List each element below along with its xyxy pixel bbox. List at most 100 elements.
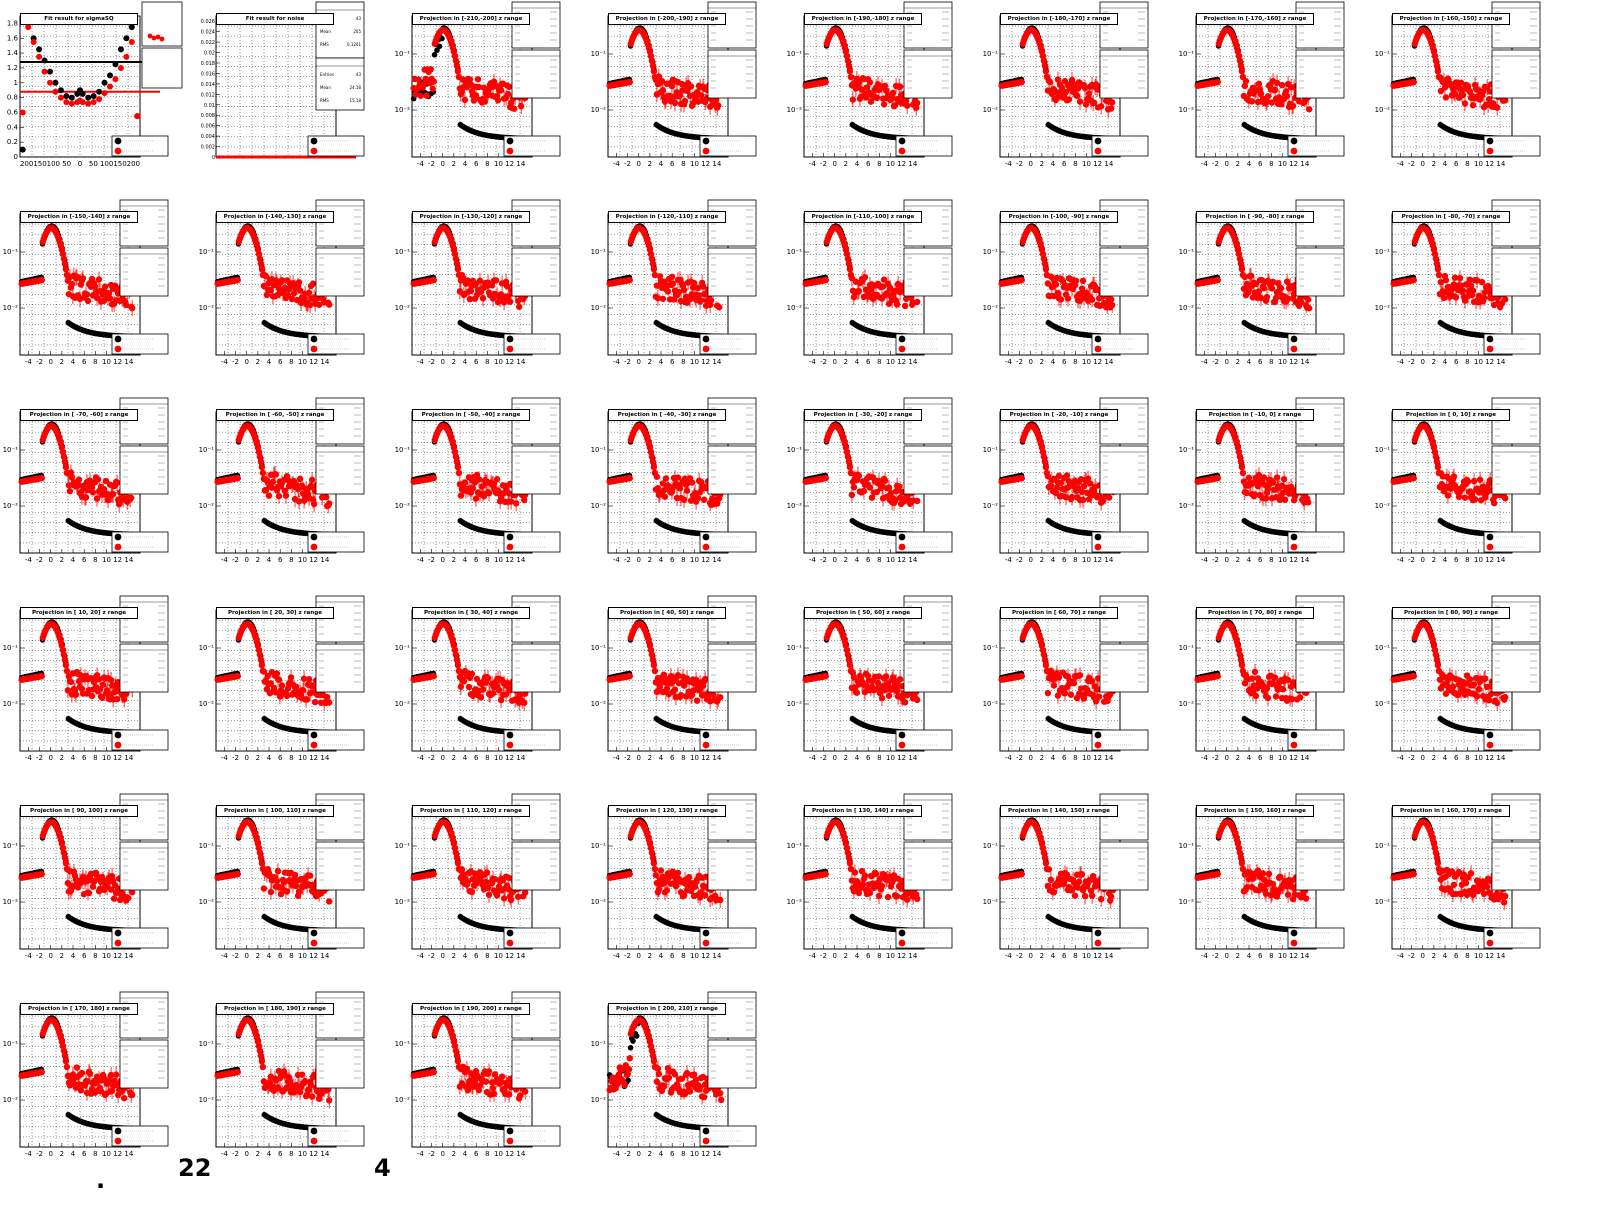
legend-marker-black: [506, 335, 514, 343]
x-tick-label: 6: [474, 160, 479, 168]
chart-panel: -4 -2 0 2 4 6 8 10 12 14 10⁻¹ 10⁻² Projection in [-2…: [395, 0, 592, 198]
stat-box: [315, 199, 365, 247]
data-point: [1018, 276, 1025, 284]
data-point: [94, 476, 102, 483]
data-point: [36, 46, 43, 53]
data-point: [1501, 97, 1509, 104]
legend-marker-red: [1094, 345, 1102, 353]
x-tick-label: 2: [844, 358, 848, 366]
stat-box: [1295, 397, 1345, 445]
x-tick-label: 4: [1443, 160, 1448, 168]
data-point: [307, 482, 315, 489]
legend-marker-red: [1290, 543, 1298, 551]
data-point: [63, 93, 70, 100]
data-point: [36, 53, 43, 60]
stat-box: [1295, 49, 1345, 99]
x-tick-label: 14: [1300, 556, 1309, 564]
data-point: [659, 295, 667, 302]
data-point: [106, 295, 114, 302]
legend-marker-black: [702, 335, 710, 343]
legend-marker-black: [898, 533, 906, 541]
x-tick-label: 4: [855, 160, 860, 168]
stat-box: [707, 1, 757, 49]
x-tick-label: 2: [1432, 358, 1436, 366]
series-red: [998, 224, 1117, 314]
data-point: [258, 265, 266, 273]
data-point: [1272, 294, 1280, 302]
y-tick-label: 10⁻²: [787, 304, 803, 312]
data-point: [240, 155, 244, 159]
x-tick-label: 14: [516, 160, 525, 168]
data-point: [38, 474, 45, 482]
data-point: [475, 83, 483, 91]
data-point: [893, 301, 901, 308]
x-tick-label: 0: [78, 160, 82, 168]
stat-box: [119, 445, 169, 495]
data-point: [520, 496, 528, 504]
y-tick-label: 1.2: [7, 64, 18, 72]
y-tick-label: 0.006: [201, 124, 215, 130]
stat-box: [707, 49, 757, 99]
data-point: [1469, 102, 1477, 109]
data-point: [866, 484, 874, 491]
stat-label: Entries: [320, 72, 334, 77]
y-tick-label: 10⁻¹: [787, 50, 803, 58]
x-tick-label: 4: [463, 556, 468, 564]
y-tick-label: 0.026: [201, 19, 215, 25]
data-point: [668, 273, 676, 281]
data-point: [1278, 81, 1286, 89]
y-tick-label: 10⁻²: [1375, 106, 1391, 114]
data-point: [112, 61, 119, 68]
data-point: [846, 67, 854, 75]
data-point: [273, 155, 277, 159]
data-point: [1065, 96, 1073, 103]
y-tick-label: 0: [14, 153, 18, 161]
stat-box: [1295, 199, 1345, 247]
data-point: [1260, 285, 1268, 292]
data-point: [1448, 286, 1456, 293]
x-tick-label: 12: [1485, 556, 1494, 564]
x-tick-label: 4: [267, 358, 272, 366]
data-point: [1238, 463, 1246, 471]
data-point: [38, 276, 45, 284]
data-point: [1041, 260, 1049, 267]
x-tick-label: -2: [1212, 556, 1219, 564]
x-tick-label: 6: [670, 358, 675, 366]
y-tick-label: 10⁻²: [591, 304, 607, 312]
data-point: [664, 288, 672, 295]
x-tick-label: 14: [1496, 358, 1505, 366]
x-tick-label: 0: [636, 358, 640, 366]
x-tick-label: 4: [1443, 358, 1448, 366]
legend-box: [307, 333, 365, 355]
legend-marker-black: [114, 533, 122, 541]
data-point: [846, 265, 854, 273]
x-tick-label: 2: [1040, 358, 1044, 366]
x-tick-label: 12: [113, 358, 122, 366]
data-point: [101, 79, 108, 86]
stat-box: [707, 199, 757, 247]
chart-panel: -4 -2 0 2 4 6 8 10 12 14 10⁻¹ 10⁻² Projection in [-1…: [1179, 0, 1376, 198]
data-point: [493, 476, 501, 483]
data-point: [30, 38, 37, 45]
data-point: [676, 485, 684, 492]
y-tick-label: 0.2: [7, 138, 18, 146]
data-point: [60, 453, 68, 460]
data-point: [494, 97, 502, 104]
x-tick-label: 8: [877, 556, 881, 564]
stat-box: [707, 445, 757, 495]
x-tick-label: 4: [659, 556, 664, 564]
x-tick-label: 14: [516, 358, 525, 366]
data-point: [913, 497, 921, 505]
data-point: [430, 78, 437, 85]
x-tick-label: 14: [908, 556, 917, 564]
x-tick-label: 14: [1104, 556, 1113, 564]
stat-value: 43: [356, 16, 362, 21]
stat-label: Mean: [320, 29, 331, 34]
data-point: [715, 304, 723, 311]
data-point: [1432, 255, 1440, 262]
data-point: [822, 78, 829, 86]
data-point: [707, 297, 715, 304]
data-point: [873, 488, 881, 496]
